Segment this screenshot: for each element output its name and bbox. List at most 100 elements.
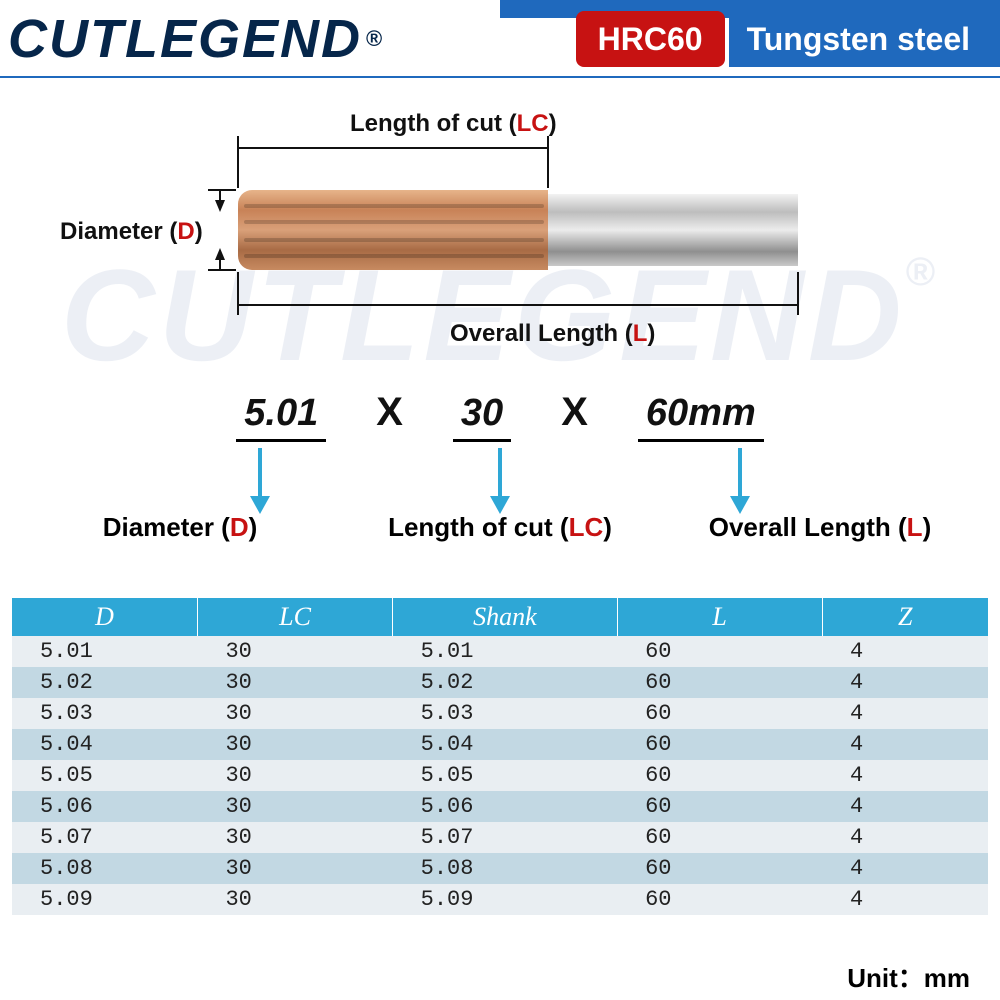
- table-row: 5.07305.07604: [12, 822, 988, 853]
- arrow-down-icon: [485, 448, 515, 518]
- table-cell: 5.03: [393, 698, 617, 729]
- table-cell: 60: [617, 729, 822, 760]
- table-cell: 30: [197, 636, 392, 667]
- spec-table: DLCShankLZ 5.01305.016045.02305.026045.0…: [12, 598, 988, 915]
- table-cell: 4: [822, 729, 988, 760]
- table-cell: 4: [822, 853, 988, 884]
- table-cell: 4: [822, 791, 988, 822]
- spec-table-wrap: DLCShankLZ 5.01305.016045.02305.026045.0…: [12, 598, 988, 915]
- tool-flute: [244, 220, 544, 224]
- table-row: 5.05305.05604: [12, 760, 988, 791]
- tool-flute: [244, 238, 544, 242]
- t: D: [230, 512, 249, 542]
- table-header-cell: D: [12, 598, 197, 636]
- spec-label-d: Diameter (D): [50, 512, 310, 543]
- table-cell: 60: [617, 822, 822, 853]
- table-row: 5.01305.01604: [12, 636, 988, 667]
- unit-val: mm: [924, 963, 970, 993]
- t: ): [923, 512, 932, 542]
- spec-l: 60mm: [638, 392, 764, 442]
- table-cell: 5.08: [393, 853, 617, 884]
- table-cell: 5.08: [12, 853, 197, 884]
- table-cell: 4: [822, 884, 988, 915]
- table-cell: 5.06: [12, 791, 197, 822]
- table-cell: 30: [197, 791, 392, 822]
- arrow-down-icon: [725, 448, 755, 518]
- table-cell: 30: [197, 853, 392, 884]
- table-cell: 5.07: [393, 822, 617, 853]
- table-cell: 4: [822, 667, 988, 698]
- tool-cutting-section: [238, 190, 548, 270]
- table-cell: 5.06: [393, 791, 617, 822]
- table-cell: 60: [617, 760, 822, 791]
- table-header-cell: L: [617, 598, 822, 636]
- spec-sep2: X: [561, 390, 588, 435]
- table-cell: 4: [822, 760, 988, 791]
- table-row: 5.02305.02604: [12, 667, 988, 698]
- brand-reg: ®: [366, 26, 384, 52]
- header-bar: CUTLEGEND ® HRC60 Tungsten steel: [0, 0, 1000, 78]
- tool-illustration: [238, 190, 798, 270]
- brand-name: CUTLEGEND: [8, 8, 362, 70]
- table-cell: 60: [617, 667, 822, 698]
- spec-lc: 30: [453, 392, 511, 442]
- spec-labels: Diameter (D) Length of cut (LC) Overall …: [0, 512, 1000, 543]
- tool-shank-section: [548, 194, 798, 266]
- unit-pre: Unit：: [847, 963, 924, 993]
- table-cell: 30: [197, 729, 392, 760]
- table-cell: 30: [197, 760, 392, 791]
- spec-d: 5.01: [236, 392, 326, 442]
- table-cell: 5.04: [393, 729, 617, 760]
- spec-label-l: Overall Length (L): [690, 512, 950, 543]
- table-row: 5.04305.04604: [12, 729, 988, 760]
- spec-arrows: [0, 448, 1000, 518]
- tool-flute: [244, 254, 544, 258]
- table-cell: 5.07: [12, 822, 197, 853]
- table-cell: 30: [197, 698, 392, 729]
- table-cell: 5.05: [393, 760, 617, 791]
- t: Length of cut (: [388, 512, 569, 542]
- table-cell: 5.09: [393, 884, 617, 915]
- spec-summary: 5.01 X 30 X 60mm Diameter (D) Length of …: [0, 390, 1000, 543]
- table-cell: 60: [617, 698, 822, 729]
- table-cell: 5.01: [12, 636, 197, 667]
- t: Diameter (: [103, 512, 230, 542]
- table-cell: 5.01: [393, 636, 617, 667]
- table-cell: 5.02: [393, 667, 617, 698]
- table-cell: 60: [617, 791, 822, 822]
- table-header-row: DLCShankLZ: [12, 598, 988, 636]
- t: ): [249, 512, 258, 542]
- table-row: 5.03305.03604: [12, 698, 988, 729]
- table-cell: 5.03: [12, 698, 197, 729]
- spec-values: 5.01 X 30 X 60mm: [0, 390, 1000, 442]
- table-row: 5.06305.06604: [12, 791, 988, 822]
- table-cell: 30: [197, 822, 392, 853]
- t: Overall Length (: [709, 512, 907, 542]
- spec-label-lc: Length of cut (LC): [370, 512, 630, 543]
- table-cell: 60: [617, 853, 822, 884]
- header-underline: [0, 76, 1000, 78]
- hardness-badge: HRC60: [576, 11, 725, 67]
- t: LC: [569, 512, 604, 542]
- table-body: 5.01305.016045.02305.026045.03305.036045…: [12, 636, 988, 915]
- tool-flute: [244, 204, 544, 208]
- table-cell: 5.04: [12, 729, 197, 760]
- arrow-down-icon: [245, 448, 275, 518]
- spec-sep1: X: [376, 390, 403, 435]
- table-cell: 5.02: [12, 667, 197, 698]
- t: L: [907, 512, 923, 542]
- t: ): [603, 512, 612, 542]
- table-row: 5.08305.08604: [12, 853, 988, 884]
- table-header-cell: Z: [822, 598, 988, 636]
- table-header-cell: Shank: [393, 598, 617, 636]
- table-cell: 30: [197, 667, 392, 698]
- table-cell: 4: [822, 636, 988, 667]
- brand-logo: CUTLEGEND ®: [0, 8, 576, 70]
- table-cell: 4: [822, 698, 988, 729]
- unit-label: Unit：mm: [847, 958, 970, 995]
- table-cell: 5.09: [12, 884, 197, 915]
- table-cell: 5.05: [12, 760, 197, 791]
- table-cell: 4: [822, 822, 988, 853]
- table-row: 5.09305.09604: [12, 884, 988, 915]
- material-badge: Tungsten steel: [729, 11, 1000, 67]
